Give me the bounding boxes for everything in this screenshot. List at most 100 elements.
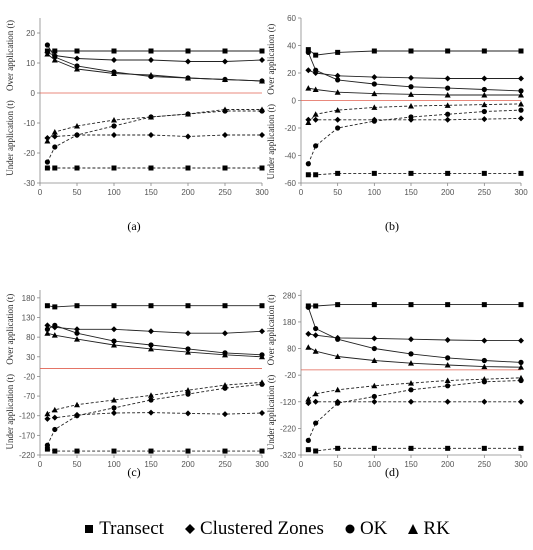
data-point — [371, 393, 377, 400]
data-point — [111, 165, 117, 171]
x-tick-label: 50 — [73, 460, 82, 469]
x-tick-label: 150 — [404, 188, 418, 197]
data-point — [371, 74, 378, 81]
data-point — [222, 58, 228, 65]
y-axis-title-over: Over application (t) — [266, 294, 276, 365]
data-point — [518, 88, 524, 94]
data-point — [371, 118, 377, 124]
series-line — [308, 49, 521, 56]
y-tick-label: -20 — [284, 371, 296, 380]
data-point — [111, 338, 117, 344]
data-point — [481, 363, 488, 370]
triangle-marker-icon — [408, 524, 419, 534]
x-tick-label: 100 — [107, 460, 121, 469]
diamond-marker-icon — [184, 524, 195, 534]
data-point — [111, 70, 117, 76]
data-point — [305, 85, 312, 91]
data-point — [74, 413, 80, 419]
data-point — [44, 410, 51, 417]
data-point — [111, 303, 117, 309]
data-point — [51, 414, 58, 421]
x-tick-label: 100 — [368, 460, 382, 469]
data-point — [334, 353, 341, 360]
data-point — [518, 92, 524, 98]
y-tick-label: 130 — [22, 314, 36, 323]
data-point — [371, 302, 377, 308]
data-point — [185, 330, 191, 337]
data-point — [408, 114, 414, 120]
data-point — [259, 78, 265, 84]
data-point — [74, 123, 80, 129]
data-point — [305, 119, 312, 125]
data-point — [408, 74, 414, 81]
data-point — [518, 364, 524, 370]
data-point — [185, 133, 191, 140]
data-point — [371, 335, 378, 342]
series-line — [46, 110, 262, 163]
data-point — [444, 92, 451, 98]
series-line — [47, 324, 263, 334]
data-point — [111, 123, 117, 129]
data-point — [444, 116, 451, 123]
series-line — [47, 381, 263, 415]
data-point — [335, 336, 341, 342]
y-tick-label: -60 — [284, 179, 296, 188]
y-tick-label: -20 — [23, 149, 35, 158]
data-point — [185, 111, 191, 117]
data-point — [222, 303, 228, 309]
series-clustered-zones-under — [44, 409, 265, 422]
y-tick-label: 30 — [26, 353, 35, 362]
data-point — [481, 398, 488, 405]
y-axis-title-over: Over application (t) — [5, 294, 15, 365]
data-point — [334, 116, 341, 123]
data-point — [335, 77, 341, 83]
x-tick-label: 300 — [514, 188, 528, 197]
data-point — [111, 132, 117, 138]
series-clustered-zones-over — [305, 330, 524, 344]
series-line — [308, 377, 522, 400]
data-point — [444, 337, 451, 344]
x-tick-label: 300 — [514, 460, 528, 469]
chart-panel-2: -60 -40 -20 0 20 40 60 0 50 100 150 200 250 300 Over a… — [266, 14, 528, 197]
data-point — [371, 81, 377, 87]
series-line — [308, 333, 521, 342]
data-point — [481, 376, 488, 382]
data-point — [148, 48, 154, 54]
data-point — [445, 302, 451, 308]
data-point — [371, 48, 377, 54]
data-point — [313, 420, 319, 426]
data-point — [371, 170, 377, 176]
data-point — [222, 48, 228, 54]
data-point — [518, 302, 524, 308]
series-transect-over — [305, 302, 524, 309]
data-point — [259, 379, 265, 385]
data-point — [74, 336, 80, 342]
data-point — [334, 107, 341, 113]
data-point — [481, 108, 487, 115]
data-point — [148, 132, 154, 138]
data-point — [518, 48, 524, 54]
data-point — [481, 357, 487, 364]
data-point — [222, 165, 228, 171]
data-point — [259, 106, 265, 112]
data-point — [259, 303, 265, 309]
data-point — [371, 382, 378, 389]
x-tick-label: 0 — [38, 460, 43, 469]
data-point — [408, 103, 414, 109]
y-axis-title-over: Over application (t) — [5, 20, 15, 91]
data-point — [185, 349, 191, 355]
data-point — [481, 445, 487, 451]
data-point — [148, 57, 154, 63]
data-point — [518, 170, 524, 176]
y-tick-label: 280 — [283, 291, 297, 300]
data-point — [481, 92, 488, 98]
data-point — [259, 328, 265, 335]
data-point — [371, 104, 378, 110]
data-point — [148, 342, 154, 348]
data-point — [444, 398, 451, 405]
data-point — [74, 66, 80, 72]
data-point — [148, 448, 154, 454]
data-point — [408, 398, 414, 405]
series-line — [308, 401, 521, 404]
data-point — [148, 328, 154, 335]
